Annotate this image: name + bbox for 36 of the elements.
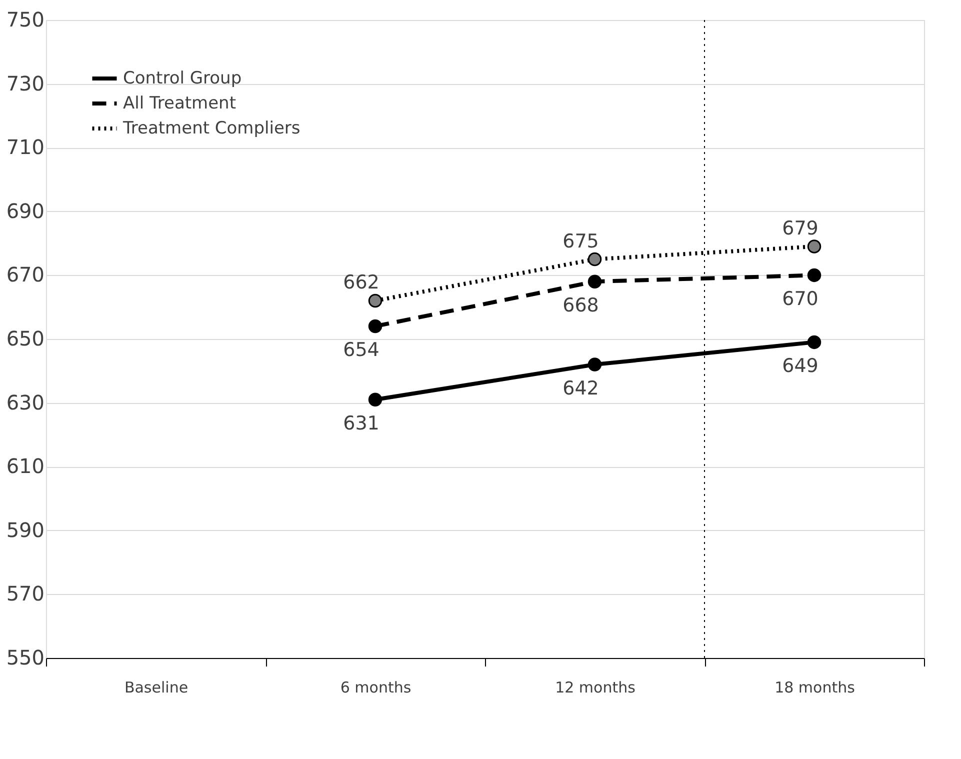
point [588,252,602,266]
y-tick-label: 690 [6,198,44,223]
point [588,274,602,288]
point [368,392,382,406]
x-tick-label: 18 months [774,678,856,696]
data-label: 654 [343,339,380,362]
y-tick-label: 610 [6,454,44,478]
data-label: 642 [562,378,599,400]
data-label: 662 [343,272,380,294]
x-tick-label: Baseline [124,678,188,696]
data-label: 631 [343,412,380,435]
point [807,268,822,282]
data-label: 670 [782,288,818,310]
x-tick-label: 12 months [555,678,636,696]
data-label: 668 [562,294,599,317]
y-tick-label: 570 [6,582,44,606]
y-tick-label: 710 [6,135,44,160]
y-tick-label: 730 [6,71,44,96]
point [588,358,602,372]
point [807,240,822,254]
legend-label: All Treatment [123,94,236,114]
point [807,335,822,350]
data-label: 679 [782,217,818,240]
y-tick-label: 550 [6,646,44,670]
point [368,294,382,308]
y-tick-label: 590 [6,518,44,542]
data-label: 649 [782,355,818,378]
y-tick-label: 630 [6,390,44,414]
data-label: 675 [562,230,599,252]
y-tick-label: 670 [6,262,44,287]
point [368,319,382,334]
y-tick-label: 750 [6,8,44,32]
legend-label: Treatment Compliers [122,118,300,138]
legend-label: Control Group [123,68,242,88]
y-tick-label: 650 [6,326,44,350]
x-tick-label: 6 months [340,678,412,696]
